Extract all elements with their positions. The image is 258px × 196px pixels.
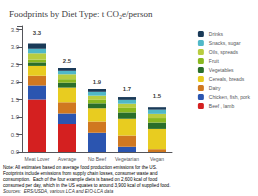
svg-text:Vegetables: Vegetables [209, 67, 234, 73]
svg-text:1.5: 1.5 [153, 93, 162, 99]
svg-text:Cereals, breads: Cereals, breads [209, 76, 245, 82]
svg-text:0.0: 0.0 [11, 149, 20, 155]
svg-text:1.0: 1.0 [11, 114, 20, 120]
svg-text:1.5: 1.5 [11, 97, 20, 103]
svg-text:Note: All estimates based on a: Note: All estimates based on average foo… [3, 165, 157, 170]
svg-text:2.0: 2.0 [11, 79, 20, 85]
svg-text:Snacks, sugar: Snacks, sugar [209, 40, 241, 46]
svg-text:3.0: 3.0 [11, 44, 20, 50]
svg-text:Average: Average [58, 156, 77, 162]
svg-text:3.3: 3.3 [33, 30, 42, 36]
svg-text:Vegan: Vegan [150, 156, 164, 162]
svg-text:consumption. Each of the four: consumption. Each of the four example di… [3, 177, 158, 182]
svg-text:Dairy: Dairy [209, 85, 221, 91]
svg-text:2.5: 2.5 [11, 62, 20, 68]
svg-text:1.7: 1.7 [123, 86, 132, 92]
svg-text:Foodprints by Diet Type: t CO₂: Foodprints by Diet Type: t CO₂e/person [9, 9, 153, 19]
svg-text:Beef , lamb: Beef , lamb [209, 103, 235, 109]
svg-text:Vegetarian: Vegetarian [115, 156, 139, 162]
svg-text:0.5: 0.5 [11, 132, 20, 138]
svg-text:3.5: 3.5 [11, 27, 20, 33]
svg-text:Meat Lover: Meat Lover [24, 156, 49, 162]
svg-text:1.9: 1.9 [93, 79, 102, 85]
svg-text:consumed per day, which in the: consumed per day, which in the US equate… [3, 183, 170, 188]
svg-text:Footprints include emissions f: Footprints include emissions from supply… [3, 171, 158, 176]
svg-text:No Beef: No Beef [88, 156, 107, 162]
svg-text:2.5: 2.5 [63, 58, 72, 64]
svg-text:Drinks: Drinks [209, 31, 224, 37]
svg-text:Fruit: Fruit [209, 58, 220, 64]
svg-text:Sources: ERS/USDA, various LC: Sources: ERS/USDA, various LCA and EIO-L… [3, 189, 114, 194]
svg-text:Oils, spreads: Oils, spreads [209, 49, 239, 55]
svg-text:Chicken, fish, pork: Chicken, fish, pork [209, 94, 251, 100]
